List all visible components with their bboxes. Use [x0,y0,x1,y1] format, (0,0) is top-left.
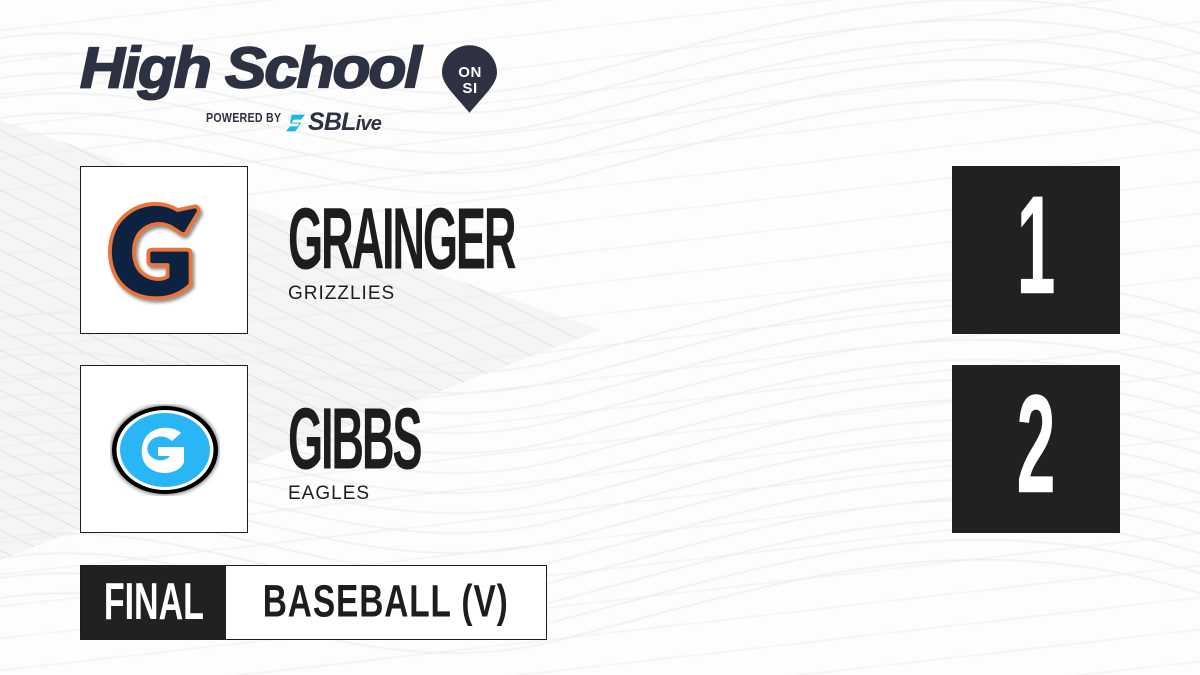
svg-text:SI: SI [462,80,477,97]
svg-text:ON: ON [458,64,482,81]
